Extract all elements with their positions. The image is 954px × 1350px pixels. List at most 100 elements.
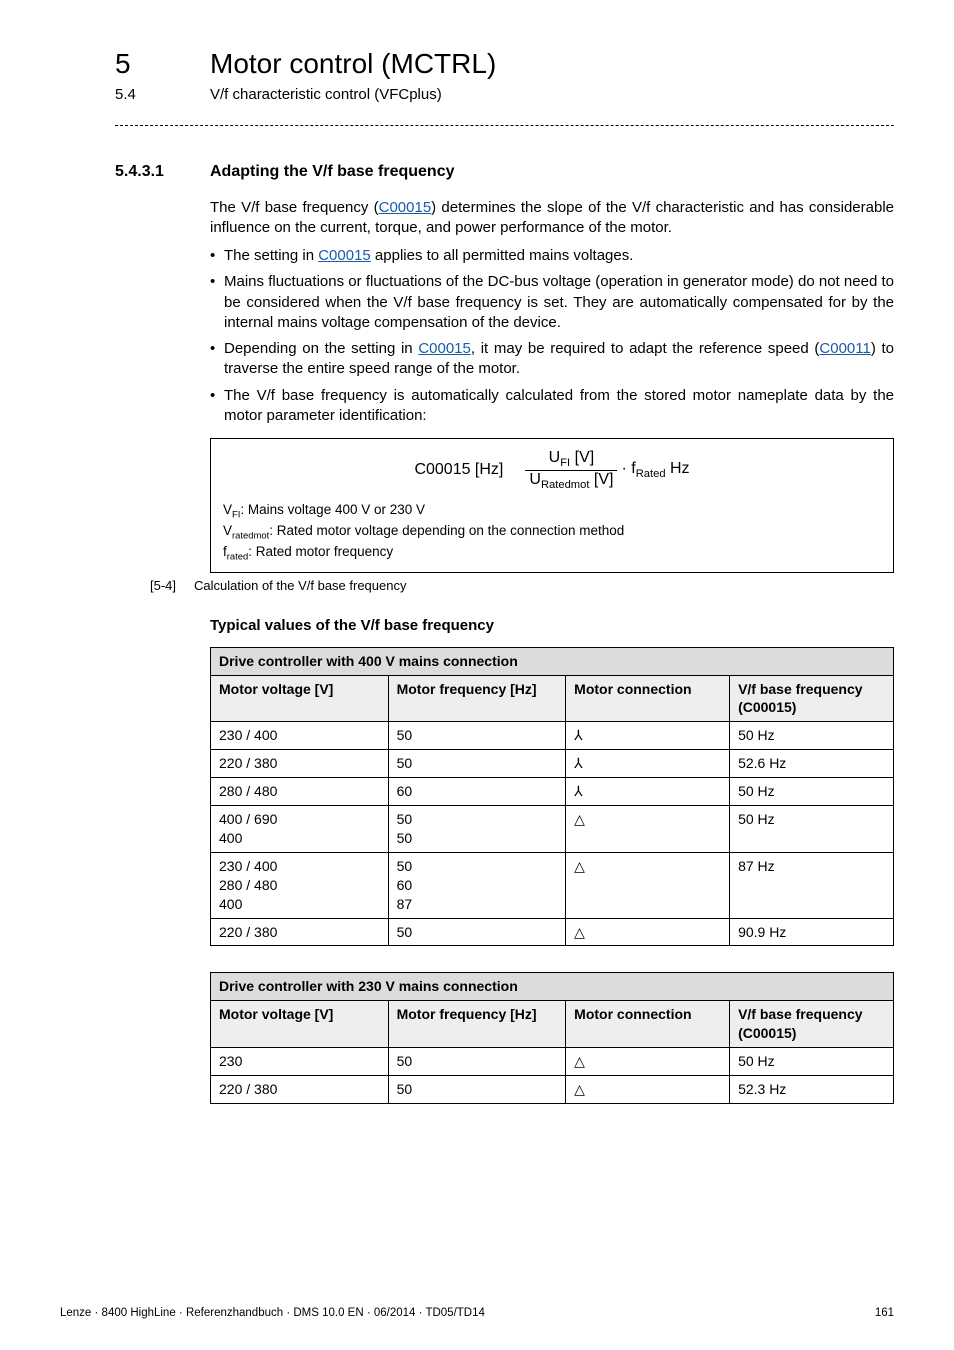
text: V [223,502,232,517]
star-connection-icon: ⅄ [574,755,583,771]
table-cell: 50 Hz [730,806,894,853]
table-cell: 280 / 480 [211,778,389,806]
section-header: 5.4.3.1 Adapting the V/f base frequency [115,161,894,183]
table-cell: 50 [388,750,566,778]
table-body: 23050△50 Hz220 / 38050△52.3 Hz [211,1048,894,1104]
table-cell: 60 [388,778,566,806]
list-item: The V/f base frequency is automatically … [210,386,894,427]
column-header: Motor voltage [V] [211,1001,389,1048]
delta-connection-icon: △ [574,1053,585,1069]
table-cell: △ [566,918,730,946]
footer-page-number: 161 [875,1306,894,1322]
table-400v: Drive controller with 400 V mains connec… [210,647,894,947]
text: : Mains voltage 400 V or 230 V [240,502,425,517]
table-cell: 50 [388,1048,566,1076]
text: rated [227,552,249,563]
text: V [223,523,232,538]
table-cell: 50 [388,722,566,750]
subsection-header: 5.4 V/f characteristic control (VFCplus) [115,85,894,105]
text: applies to all permitted mains voltages. [371,247,634,264]
table-cell: △ [566,1048,730,1076]
table-cell: 50 Hz [730,778,894,806]
text: : Rated motor voltage depending on the c… [269,523,624,538]
table-cell: ⅄ [566,750,730,778]
chapter-title: Motor control (MCTRL) [210,45,496,83]
code-link-c00015[interactable]: C00015 [379,199,432,216]
list-item: Mains fluctuations or fluctuations of th… [210,272,894,333]
table-cell: 52.6 Hz [730,750,894,778]
delta-connection-icon: △ [574,1081,585,1097]
table-row: 400 / 690 40050 50 △ 50 Hz [211,806,894,853]
table-title: Drive controller with 230 V mains connec… [211,973,894,1001]
column-header: V/f base frequency (C00015) [730,675,894,722]
table-cell: ⅄ [566,778,730,806]
table-cell: 220 / 380 [211,750,389,778]
formula-rhs: · fRated Hz [621,458,689,482]
table-row: 220 / 38050 ⅄ 52.6 Hz [211,750,894,778]
table-cell: △ [566,806,730,853]
table-cell: 50 [388,918,566,946]
table-row: 230 / 40050⅄50 Hz [211,722,894,750]
table-body: 230 / 40050⅄50 Hz220 / 38050⅄52.6 Hz280 … [211,722,894,946]
table-cell: ⅄ [566,722,730,750]
table-cell: 90.9 Hz [730,918,894,946]
table-cell: 50 60 87 [388,852,566,918]
formula-fraction: UFI [V] URatedmot [V] [525,449,617,491]
table-cell: △ [566,1075,730,1103]
formula-legend: frated: Rated motor frequency [223,543,881,564]
table-cell: 50 Hz [730,1048,894,1076]
text: : Rated motor frequency [248,544,393,559]
table-row: 230 / 400 280 / 480 40050 60 87△87 Hz [211,852,894,918]
text: Hz [666,460,690,477]
figure-text: Calculation of the V/f base frequency [194,577,406,595]
table-row: 280 / 48060 ⅄ 50 Hz [211,778,894,806]
table-cell: 230 / 400 280 / 480 400 [211,852,389,918]
formula: C00015 [Hz] UFI [V] URatedmot [V] · fRat… [223,449,881,491]
table-row: 220 / 38050△52.3 Hz [211,1075,894,1103]
formula-lhs: C00015 [Hz] [414,459,503,481]
divider [115,125,894,126]
text: U [549,449,561,466]
star-connection-icon: ⅄ [574,783,583,799]
table-cell: 50 [388,1075,566,1103]
table-cell: 230 [211,1048,389,1076]
typical-heading: Typical values of the V/f base frequency [210,616,894,636]
formula-box: C00015 [Hz] UFI [V] URatedmot [V] · fRat… [210,438,894,573]
text: The V/f base frequency ( [210,199,379,216]
text: Depending on the setting in [224,340,418,357]
delta-connection-icon: △ [574,858,585,874]
column-header: Motor connection [566,675,730,722]
text: U [529,471,541,488]
code-link-c00015[interactable]: C00015 [318,247,371,264]
column-header: Motor voltage [V] [211,675,389,722]
bullet-list: The setting in C00015 applies to all per… [210,246,894,426]
column-header: Motor frequency [Hz] [388,1001,566,1048]
code-link-c00015[interactable]: C00015 [418,340,471,357]
section-title: Adapting the V/f base frequency [210,161,454,183]
delta-connection-icon: △ [574,811,585,827]
table-cell: 50 Hz [730,722,894,750]
code-link-c00011[interactable]: C00011 [819,340,870,357]
column-header: Motor frequency [Hz] [388,675,566,722]
subsection-number: 5.4 [115,85,210,105]
table-row: 220 / 38050△90.9 Hz [211,918,894,946]
page-footer: Lenze · 8400 HighLine · Referenzhandbuch… [60,1306,894,1322]
table-cell: 50 50 [388,806,566,853]
text: Ratedmot [541,479,590,491]
section-number: 5.4.3.1 [115,161,210,183]
table-230v: Drive controller with 230 V mains connec… [210,972,894,1103]
chapter-number: 5 [115,45,210,83]
list-item: The setting in C00015 applies to all per… [210,246,894,266]
table-cell: △ [566,852,730,918]
table-cell: 220 / 380 [211,1075,389,1103]
subsection-title: V/f characteristic control (VFCplus) [210,85,442,105]
text: The setting in [224,247,318,264]
text: Rated [636,468,666,480]
delta-connection-icon: △ [574,924,585,940]
table-cell: 400 / 690 400 [211,806,389,853]
figure-caption: [5-4] Calculation of the V/f base freque… [150,577,894,595]
text: · f [621,460,635,477]
star-connection-icon: ⅄ [574,727,583,743]
text: [V] [570,449,594,466]
text: [V] [589,471,613,488]
